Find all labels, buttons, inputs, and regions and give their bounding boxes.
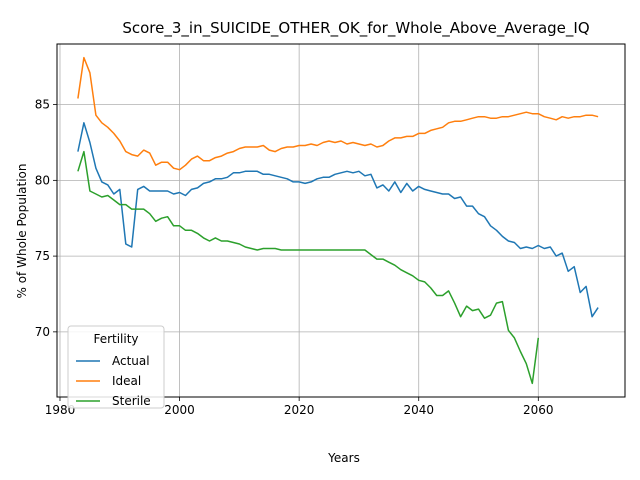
x-tick-label: 2060 [523, 403, 554, 417]
y-tick-label: 80 [35, 173, 50, 187]
legend-label-ideal: Ideal [112, 374, 141, 388]
legend-label-sterile: Sterile [112, 394, 151, 408]
y-axis: 70 75 80 85 [35, 98, 57, 339]
series-line-actual [77, 122, 599, 318]
x-tick-label: 2040 [403, 403, 434, 417]
legend-label-actual: Actual [112, 354, 150, 368]
series-line-sterile [77, 150, 540, 385]
x-tick-label: 2020 [284, 403, 315, 417]
legend: Fertility Actual Ideal Sterile [67, 325, 165, 409]
series-line-ideal [77, 56, 599, 171]
chart-title: Score_3_in_SUICIDE_OTHER_OK_for_Whole_Ab… [122, 19, 589, 38]
y-tick-label: 75 [35, 249, 50, 263]
legend-title: Fertility [93, 332, 138, 346]
plot-frame [56, 43, 626, 398]
x-tick-label: 1980 [45, 403, 76, 417]
y-tick-label: 70 [35, 325, 50, 339]
y-tick-label: 85 [35, 98, 50, 112]
series-layer [77, 56, 599, 385]
legend-box [67, 325, 165, 409]
x-axis-label: Years [327, 451, 360, 465]
y-axis-label: % of Whole Population [15, 164, 29, 299]
x-axis: 1980 2000 2020 2040 2060 [45, 397, 554, 417]
x-tick-label: 2000 [164, 403, 195, 417]
